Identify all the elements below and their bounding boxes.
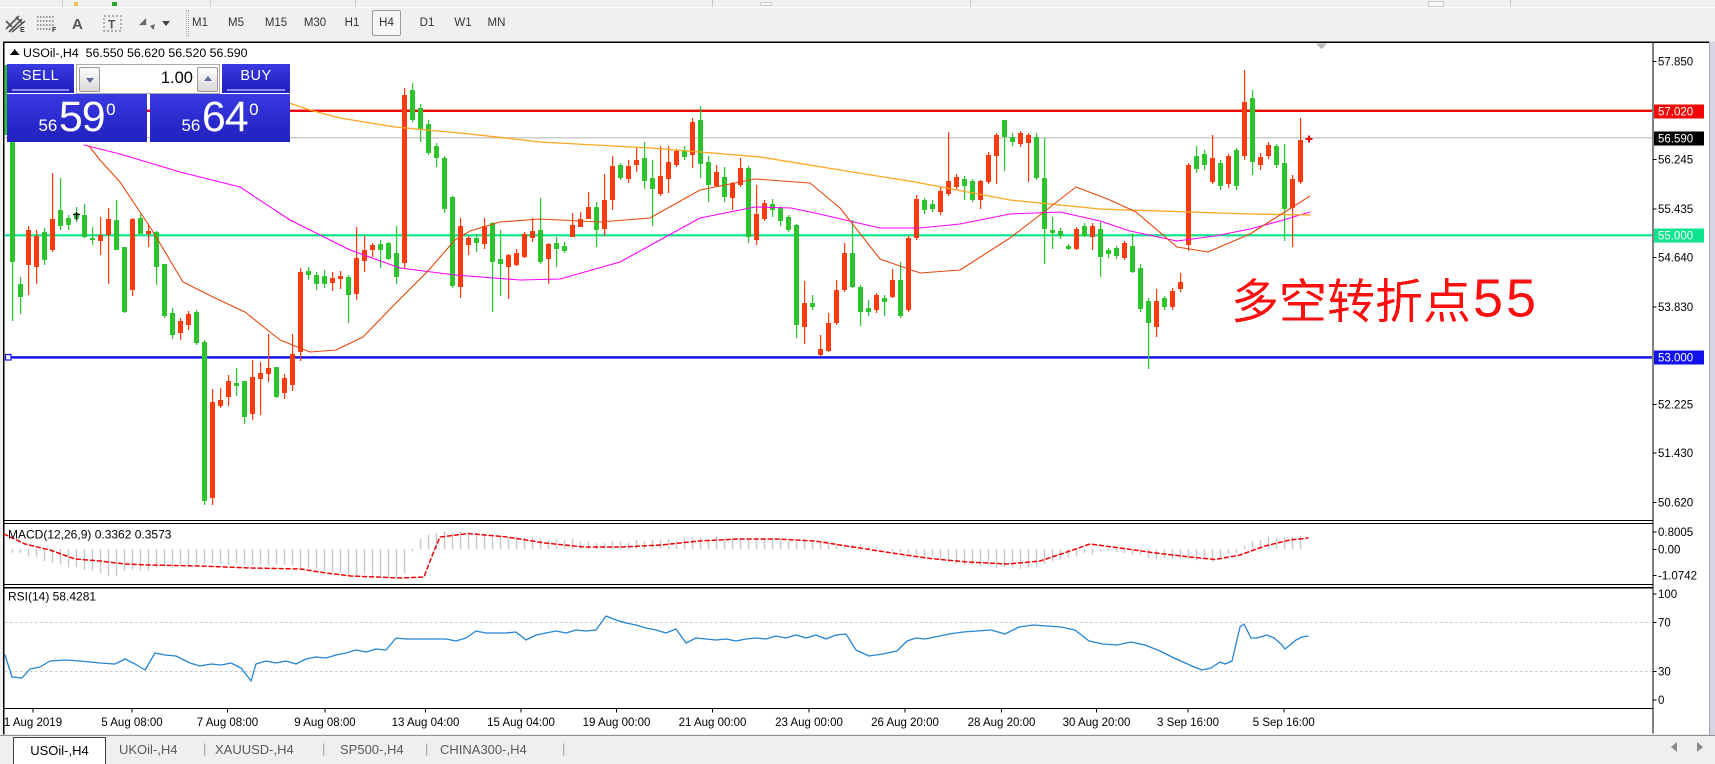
svg-text:15 Aug 04:00: 15 Aug 04:00 — [487, 717, 555, 729]
svg-text:3 Sep 16:00: 3 Sep 16:00 — [1157, 717, 1219, 729]
svg-text:A: A — [72, 16, 83, 33]
svg-text:52.225: 52.225 — [1658, 400, 1693, 412]
svg-text:100: 100 — [1658, 589, 1677, 601]
svg-text:5 Aug 08:00: 5 Aug 08:00 — [101, 717, 162, 729]
svg-text:54.640: 54.640 — [1658, 252, 1693, 264]
svg-text:56.590: 56.590 — [1658, 133, 1693, 145]
svg-text:F: F — [52, 27, 57, 33]
svg-text:0.8005: 0.8005 — [1658, 527, 1693, 539]
svg-text:5 Sep 16:00: 5 Sep 16:00 — [1253, 717, 1315, 729]
svg-text:RSI(14) 58.4281: RSI(14) 58.4281 — [8, 590, 96, 604]
svg-text:-1.0742: -1.0742 — [1658, 571, 1697, 583]
svg-text:70: 70 — [1658, 618, 1671, 630]
svg-text:19 Aug 00:00: 19 Aug 00:00 — [583, 717, 651, 729]
svg-text:7 Aug 08:00: 7 Aug 08:00 — [197, 717, 258, 729]
svg-text:23 Aug 00:00: 23 Aug 00:00 — [775, 717, 843, 729]
svg-text:USOil-,H4 56.550 56.620 56.52: USOil-,H4 56.550 56.620 56.520 56.590 — [23, 46, 248, 60]
svg-text:57.850: 57.850 — [1658, 57, 1693, 69]
svg-text:55: 55 — [1473, 269, 1539, 329]
svg-text:30 Aug 20:00: 30 Aug 20:00 — [1063, 717, 1131, 729]
svg-text:E: E — [20, 27, 25, 33]
svg-text:13 Aug 04:00: 13 Aug 04:00 — [392, 717, 460, 729]
svg-text:55.435: 55.435 — [1658, 204, 1693, 216]
svg-text:55.000: 55.000 — [1658, 230, 1693, 242]
svg-text:9 Aug 08:00: 9 Aug 08:00 — [294, 717, 355, 729]
svg-text:MACD(12,26,9) 0.3362 0.3573: MACD(12,26,9) 0.3362 0.3573 — [8, 528, 172, 542]
svg-text:1 Aug 2019: 1 Aug 2019 — [4, 717, 62, 729]
svg-text:0: 0 — [1658, 695, 1664, 707]
svg-text:21 Aug 00:00: 21 Aug 00:00 — [679, 717, 747, 729]
svg-text:28 Aug 20:00: 28 Aug 20:00 — [968, 717, 1036, 729]
svg-text:0.00: 0.00 — [1658, 545, 1680, 557]
svg-text:51.430: 51.430 — [1658, 448, 1693, 460]
svg-text:26 Aug 20:00: 26 Aug 20:00 — [871, 717, 939, 729]
svg-text:T: T — [108, 18, 116, 32]
svg-text:53.830: 53.830 — [1658, 302, 1693, 314]
svg-text:30: 30 — [1658, 667, 1671, 679]
svg-text:50.620: 50.620 — [1658, 498, 1693, 510]
svg-text:53.000: 53.000 — [1658, 352, 1693, 364]
svg-text:57.020: 57.020 — [1658, 107, 1693, 119]
svg-text:56.245: 56.245 — [1658, 155, 1693, 167]
